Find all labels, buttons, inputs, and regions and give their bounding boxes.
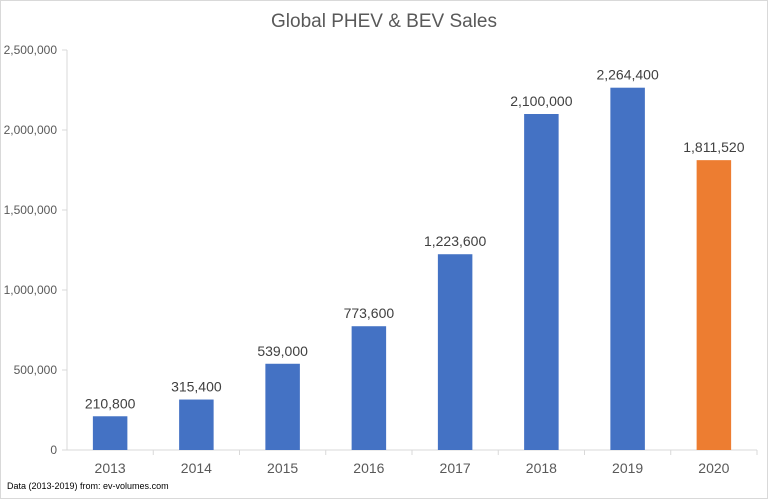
data-label-2015: 539,000 [257, 343, 308, 359]
x-tick-label-2013: 2013 [95, 460, 126, 476]
bar-2013 [92, 416, 128, 450]
x-tick-label-2018: 2018 [526, 460, 557, 476]
bar-2014 [179, 399, 214, 450]
bar-2018 [524, 114, 559, 450]
chart-title: Global PHEV & BEV Sales [271, 11, 497, 32]
data-label-2018: 2,100,000 [510, 93, 572, 109]
data-label-2017: 1,223,600 [424, 233, 486, 249]
bar-2016 [351, 326, 387, 450]
y-tick-label: 0 [50, 443, 57, 457]
y-tick-label: 2,500,000 [4, 43, 58, 57]
y-tick-label: 500,000 [14, 363, 58, 377]
bar-2015 [265, 363, 300, 450]
x-tick-label-2015: 2015 [267, 460, 298, 476]
data-label-2016: 773,600 [344, 305, 395, 321]
x-tick-label-2017: 2017 [440, 460, 471, 476]
bars-layer [92, 87, 732, 451]
data-label-2014: 315,400 [171, 379, 222, 395]
source-note: Data (2013-2019) from: ev-volumes.com [7, 481, 169, 491]
x-tick-label-2020: 2020 [698, 460, 729, 476]
data-label-2013: 210,800 [85, 395, 136, 411]
axes-layer: 0 500,000 1,000,000 1,500,000 2,000,000 2,500… [4, 43, 758, 457]
data-label-2020: 1,811,520 [683, 139, 744, 155]
bar-2019 [610, 87, 645, 451]
data-label-2019: 2,264,400 [596, 67, 658, 83]
y-tick-label: 2,000,000 [4, 123, 58, 137]
labels-layer: 210,800 2013 315,400 2014 539,000 2015 773,600… [85, 67, 745, 476]
x-tick-label-2019: 2019 [612, 460, 643, 476]
y-tick-label: 1,000,000 [4, 283, 58, 297]
bar-2017 [437, 254, 473, 450]
x-tick-label-2016: 2016 [353, 460, 384, 476]
y-tick-label: 1,500,000 [4, 203, 58, 217]
bar-2020 [696, 160, 732, 450]
x-tick-label-2014: 2014 [181, 460, 212, 476]
